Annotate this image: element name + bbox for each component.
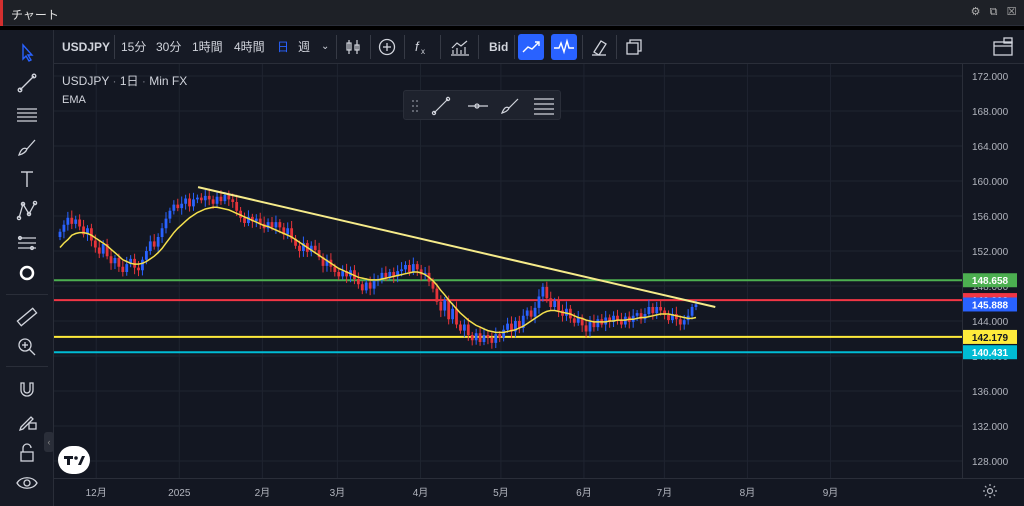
magnet-icon[interactable] <box>14 376 40 402</box>
pulse-mode-button[interactable] <box>551 34 577 60</box>
pattern-icon[interactable] <box>14 198 40 224</box>
external-window-icon[interactable]: ⧉ <box>989 6 998 18</box>
toolbar-divider <box>514 35 515 59</box>
fib-lines-icon[interactable] <box>14 102 40 128</box>
trend-mode-button[interactable] <box>518 34 544 60</box>
interval-30m[interactable]: 30分 <box>156 40 182 54</box>
toolbar-divider <box>582 35 583 59</box>
toolbar-divider <box>440 35 441 59</box>
gear-icon[interactable]: ⚙ <box>970 6 981 18</box>
lines-menu-icon[interactable] <box>534 98 554 115</box>
legend-separator: · <box>141 74 150 88</box>
svg-text:x: x <box>421 47 425 56</box>
cursor-icon[interactable] <box>14 40 40 66</box>
trend-line-icon[interactable] <box>14 70 40 96</box>
floating-drawing-toolbar <box>403 90 561 120</box>
pulse-icon <box>554 38 574 55</box>
zoom-in-icon[interactable] <box>14 334 40 360</box>
brush-icon[interactable] <box>500 98 519 114</box>
price-axis[interactable] <box>962 64 1024 478</box>
ruler-icon[interactable] <box>14 304 40 330</box>
toolbar-divider <box>478 35 479 59</box>
horizontal-ray-icon[interactable] <box>468 103 488 109</box>
window-titlebar: チャート ⚙ ⧉ ☒ <box>0 0 1024 26</box>
interval-1h[interactable]: 1時間 <box>192 40 223 54</box>
trend-up-icon <box>522 41 540 53</box>
svg-text:f: f <box>415 39 420 54</box>
symbol-selector[interactable]: USDJPY <box>62 40 111 54</box>
legend-indicator-ema[interactable]: EMA <box>62 94 86 106</box>
time-axis[interactable] <box>54 478 1024 506</box>
legend-symbol: USDJPY <box>62 74 110 88</box>
candle-style-button[interactable] <box>340 34 366 60</box>
compare-button[interactable] <box>374 34 400 60</box>
duplicate-button[interactable] <box>620 34 646 60</box>
toolbar-divider <box>6 366 48 367</box>
layout-button[interactable] <box>990 34 1016 60</box>
interval-week[interactable]: 週 <box>298 40 311 54</box>
interval-15m[interactable]: 15分 <box>121 40 147 54</box>
toolbar-divider <box>6 294 48 295</box>
copy-icon <box>626 39 642 55</box>
drawing-toolbar <box>0 30 54 506</box>
eye-icon[interactable] <box>14 470 40 496</box>
collapse-toolbar-handle[interactable]: ‹ <box>44 432 54 452</box>
interval-day[interactable]: 日 <box>277 40 290 54</box>
eraser-icon <box>592 40 607 56</box>
titlebar-icons: ⚙ ⧉ ☒ <box>969 6 1018 19</box>
tradingview-logo[interactable] <box>58 446 90 474</box>
window-title: チャート <box>11 8 59 22</box>
candles-icon <box>346 40 360 54</box>
text-icon[interactable] <box>14 166 40 192</box>
chart-legend[interactable]: USDJPY · 1日 · Min FX <box>62 72 187 89</box>
bars-chart-icon <box>451 40 469 56</box>
close-icon[interactable]: ☒ <box>1006 6 1017 18</box>
toolbar-divider <box>370 35 371 59</box>
chart-area[interactable] <box>54 64 962 478</box>
trend-line-icon[interactable] <box>431 96 451 116</box>
drag-handle-icon[interactable] <box>412 100 418 112</box>
legend-interval: 1日 <box>119 74 139 88</box>
legend-separator: · <box>112 74 120 88</box>
circle-icon[interactable] <box>14 260 40 286</box>
brush-icon[interactable] <box>14 134 40 160</box>
window-accent <box>0 0 3 26</box>
projection-icon[interactable] <box>14 230 40 256</box>
toolbar-divider <box>404 35 405 59</box>
lock-icon[interactable] <box>14 440 40 466</box>
eraser-button[interactable] <box>586 34 612 60</box>
interval-4h[interactable]: 4時間 <box>234 40 265 54</box>
price-type-bid[interactable]: Bid <box>489 40 509 54</box>
plus-circle-icon <box>378 38 396 56</box>
layout-icon <box>993 37 1013 56</box>
lock-drawing-icon[interactable] <box>14 408 40 434</box>
templates-button[interactable] <box>447 34 473 60</box>
gear-icon[interactable] <box>982 483 998 499</box>
toolbar-divider <box>336 35 337 59</box>
toolbar-divider <box>114 35 115 59</box>
toolbar-divider <box>616 35 617 59</box>
legend-broker: Min FX <box>149 74 188 88</box>
interval-dropdown-icon[interactable]: ⌄ <box>321 41 330 52</box>
